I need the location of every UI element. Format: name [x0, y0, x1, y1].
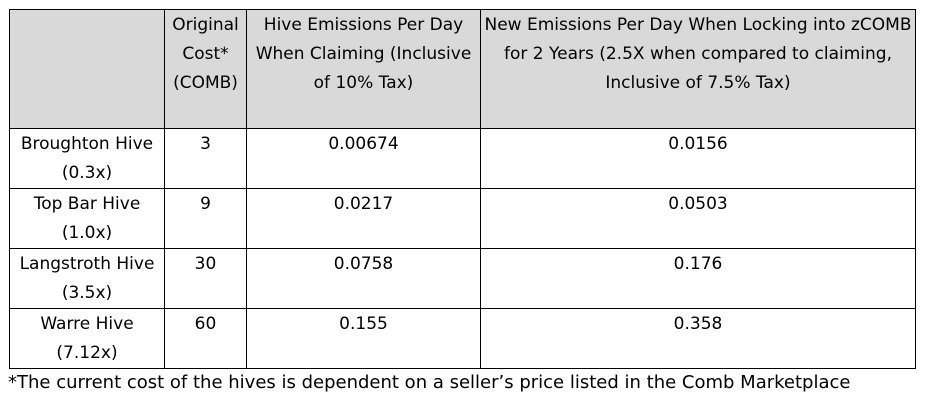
table-header: Original Cost* (COMB) Hive Emissions Per…: [9, 9, 916, 129]
locking-emissions-cell: 0.0503: [480, 188, 916, 249]
row-label-cell: Broughton Hive (0.3x): [9, 128, 165, 189]
row-label-cell: Top Bar Hive (1.0x): [9, 188, 165, 249]
header-row: Original Cost* (COMB) Hive Emissions Per…: [9, 9, 916, 129]
table-body: Broughton Hive (0.3x) 3 0.00674 0.0156 T…: [9, 128, 916, 369]
original-cost-cell: 9: [164, 188, 247, 249]
table-row: Warre Hive (7.12x) 60 0.155 0.358: [9, 308, 916, 369]
claiming-emissions-cell: 0.0217: [246, 188, 481, 249]
table-row: Langstroth Hive (3.5x) 30 0.0758 0.176: [9, 248, 916, 309]
hive-emissions-table: Original Cost* (COMB) Hive Emissions Per…: [9, 9, 916, 369]
locking-emissions-cell: 0.358: [480, 308, 916, 369]
original-cost-cell: 3: [164, 128, 247, 189]
locking-emissions-cell: 0.0156: [480, 128, 916, 189]
header-cell-emissions-claiming: Hive Emissions Per Day When Claiming (In…: [246, 9, 481, 129]
locking-emissions-cell: 0.176: [480, 248, 916, 309]
claiming-emissions-cell: 0.00674: [246, 128, 481, 189]
table-row: Broughton Hive (0.3x) 3 0.00674 0.0156: [9, 128, 916, 189]
header-cell-original-cost: Original Cost* (COMB): [164, 9, 247, 129]
table-row: Top Bar Hive (1.0x) 9 0.0217 0.0503: [9, 188, 916, 249]
footnote: *The current cost of the hives is depend…: [8, 372, 851, 393]
claiming-emissions-cell: 0.0758: [246, 248, 481, 309]
claiming-emissions-cell: 0.155: [246, 308, 481, 369]
original-cost-cell: 60: [164, 308, 247, 369]
row-label-cell: Warre Hive (7.12x): [9, 308, 165, 369]
header-cell-emissions-locking: New Emissions Per Day When Locking into …: [480, 9, 916, 129]
original-cost-cell: 30: [164, 248, 247, 309]
header-cell-corner: [9, 9, 165, 129]
row-label-cell: Langstroth Hive (3.5x): [9, 248, 165, 309]
hive-emissions-table-container: Original Cost* (COMB) Hive Emissions Per…: [9, 9, 916, 369]
